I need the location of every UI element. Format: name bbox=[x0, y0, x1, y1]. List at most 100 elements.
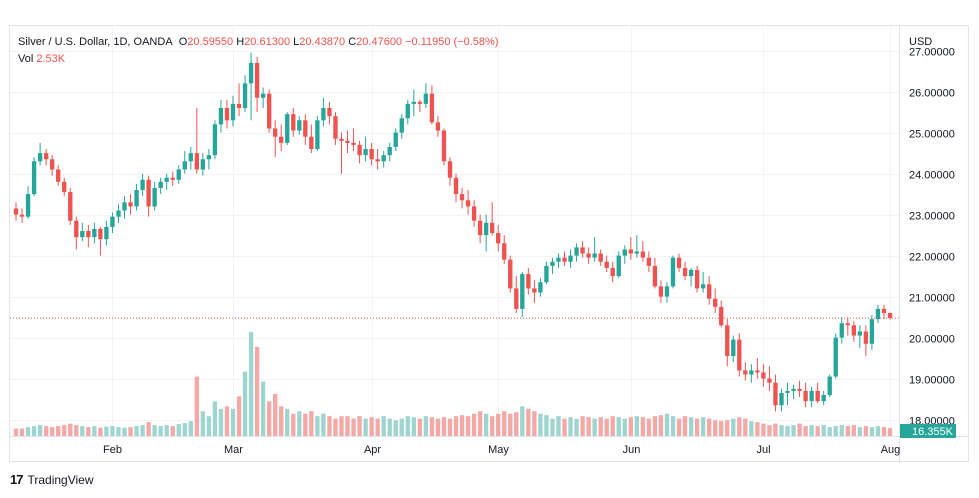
price-axis[interactable]: 18.0000019.0000020.0000021.0000022.00000… bbox=[900, 36, 956, 438]
candle-body bbox=[743, 370, 748, 375]
candle-body bbox=[725, 325, 730, 357]
time-axis[interactable]: Feb Mar Apr May Jun Jul Aug bbox=[103, 444, 900, 456]
time-tick-label: Jun bbox=[623, 444, 641, 456]
volume-bar bbox=[550, 418, 555, 436]
candle bbox=[188, 146, 193, 170]
candle-body bbox=[664, 286, 670, 297]
volume-bar bbox=[694, 418, 700, 436]
candle bbox=[568, 249, 573, 268]
volume-bar bbox=[803, 426, 808, 436]
candle bbox=[206, 149, 212, 170]
candle bbox=[273, 120, 278, 158]
candle bbox=[441, 128, 447, 166]
candle bbox=[266, 89, 272, 133]
volume-bar bbox=[399, 418, 404, 436]
tradingview-brand[interactable]: 17 TradingView bbox=[10, 472, 94, 487]
candle-body bbox=[134, 190, 139, 207]
symbol-title[interactable]: Silver / U.S. Dollar, 1D, OANDA bbox=[18, 36, 173, 48]
candle-body bbox=[230, 103, 236, 121]
volume-bar bbox=[116, 427, 121, 436]
candle-body bbox=[791, 388, 796, 391]
volume-bar bbox=[652, 416, 658, 436]
candle bbox=[176, 165, 181, 184]
volume-bar bbox=[857, 427, 863, 436]
candle bbox=[483, 214, 489, 252]
candle bbox=[459, 187, 465, 209]
candle-body bbox=[755, 370, 760, 373]
candle bbox=[875, 304, 881, 324]
candle bbox=[447, 157, 453, 186]
candle-body bbox=[31, 161, 37, 195]
candle-body bbox=[526, 274, 531, 289]
candle-body bbox=[441, 130, 447, 162]
volume-bar bbox=[43, 426, 49, 436]
candle bbox=[19, 208, 25, 223]
candle bbox=[550, 257, 555, 275]
time-tick-label: May bbox=[488, 444, 509, 456]
candle-body bbox=[417, 101, 423, 104]
volume-bar bbox=[218, 408, 224, 436]
candle-body bbox=[706, 284, 712, 299]
candle-body bbox=[731, 339, 736, 357]
candle-body bbox=[453, 177, 459, 195]
candle bbox=[345, 130, 350, 154]
candle bbox=[327, 101, 332, 125]
volume-bar bbox=[646, 418, 652, 436]
candle-body bbox=[309, 136, 314, 149]
volume-bar bbox=[459, 415, 465, 436]
volume-bar bbox=[490, 416, 495, 436]
candle-body bbox=[881, 308, 887, 313]
candle-body bbox=[164, 177, 169, 182]
candle bbox=[158, 177, 163, 195]
volume-value: 2.53K bbox=[36, 53, 66, 65]
candle-body bbox=[785, 390, 790, 393]
candle bbox=[658, 280, 664, 303]
candle-body bbox=[471, 206, 477, 221]
open-value: 20.59550 bbox=[187, 36, 234, 48]
candle-body bbox=[423, 93, 429, 104]
volume-bar bbox=[327, 416, 332, 436]
candle-body bbox=[610, 267, 615, 277]
candle bbox=[194, 108, 200, 174]
candle bbox=[634, 235, 640, 258]
candle bbox=[851, 321, 856, 342]
candle bbox=[628, 237, 633, 260]
volume-bar bbox=[586, 417, 591, 436]
candle bbox=[122, 196, 127, 219]
candle bbox=[700, 272, 706, 293]
candle bbox=[592, 237, 597, 262]
price-tick-label: 26.00000 bbox=[909, 88, 955, 100]
candle bbox=[544, 261, 549, 285]
candle bbox=[37, 142, 43, 166]
candle bbox=[538, 278, 543, 297]
candle-body bbox=[315, 120, 320, 149]
candle bbox=[514, 276, 519, 313]
candle-body bbox=[56, 169, 61, 182]
candle-body bbox=[375, 159, 380, 162]
candle-body bbox=[104, 226, 109, 240]
candle bbox=[104, 220, 109, 246]
volume-bar bbox=[676, 418, 682, 436]
candle-body bbox=[333, 116, 338, 139]
candle-body bbox=[496, 233, 501, 244]
candle bbox=[502, 235, 507, 264]
candle-body bbox=[447, 161, 453, 178]
low-label: L bbox=[293, 36, 300, 48]
candle-body bbox=[851, 325, 856, 336]
candle-body bbox=[116, 210, 121, 217]
candle bbox=[31, 157, 37, 197]
price-tick-label: 20.00000 bbox=[909, 334, 955, 346]
volume-bar bbox=[881, 427, 887, 436]
candle-body bbox=[815, 390, 820, 402]
volume-label[interactable]: Vol bbox=[18, 53, 34, 65]
volume-bar bbox=[610, 416, 615, 436]
volume-bar bbox=[453, 416, 459, 436]
volume-bar bbox=[266, 401, 272, 436]
candle-body bbox=[43, 153, 49, 160]
volume-bar bbox=[134, 426, 139, 436]
candle-body bbox=[520, 274, 525, 309]
volume-bar bbox=[122, 427, 127, 436]
volume-bar bbox=[200, 411, 206, 436]
volume-bar bbox=[357, 416, 362, 436]
